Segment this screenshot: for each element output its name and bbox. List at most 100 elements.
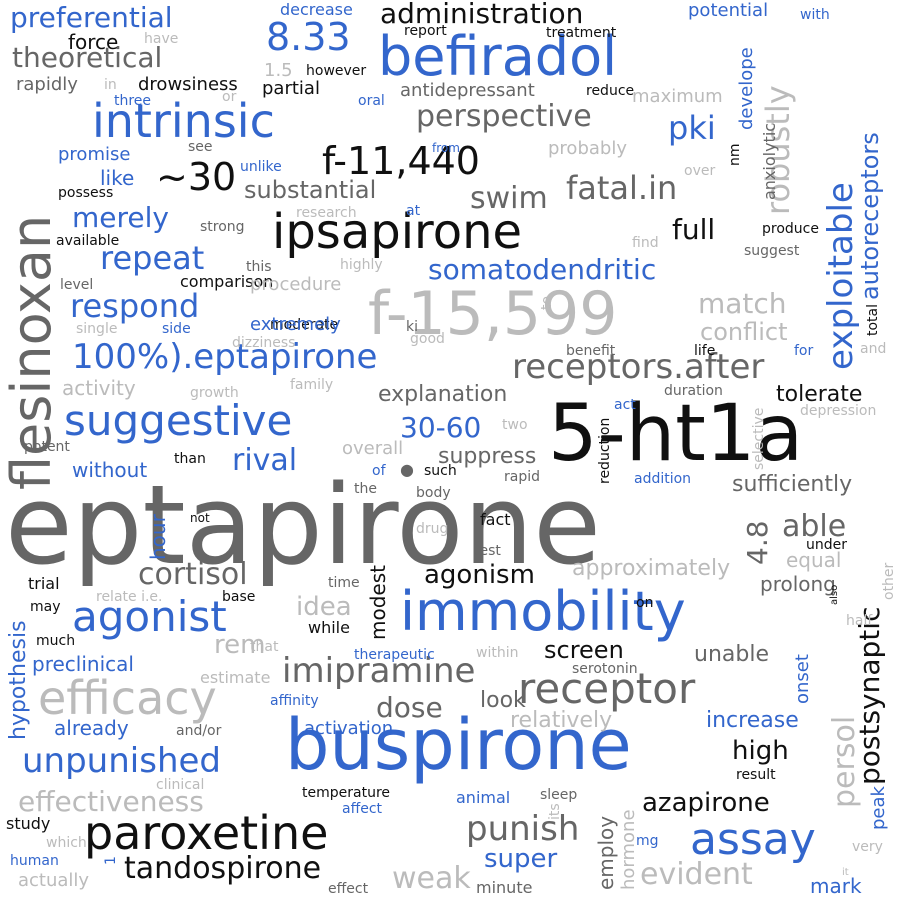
cloud-word: persol [827,715,862,808]
cloud-word: find [632,235,659,251]
cloud-word: f-11,440 [322,139,480,183]
cloud-word: drug [416,521,449,537]
cloud-word: decrease [280,0,353,19]
cloud-word: possess [58,185,114,201]
cloud-word: addition [634,471,692,487]
cloud-word: for [794,343,814,359]
cloud-word: without [72,458,148,482]
cloud-word: tolerate [776,382,863,407]
cloud-word: clinical [156,777,205,793]
cloud-word: rapidly [16,74,78,95]
cloud-word: not [190,511,210,525]
cloud-word: exploitable [821,182,861,370]
cloud-word: intrinsic [92,94,275,148]
cloud-word: suppress [438,444,537,469]
cloud-word: of [372,463,386,479]
cloud-word: look [480,688,526,713]
cloud-word: produce [762,221,819,237]
cloud-word: act [614,397,636,413]
cloud-word: which [46,835,87,851]
cloud-word: fatal.in [566,169,678,207]
cloud-word: potent [24,439,70,455]
cloud-word: much [36,633,76,649]
cloud-word: this [246,259,272,275]
cloud-word: actually [18,870,90,891]
cloud-word: super [484,844,558,874]
cloud-word: hypothesis [6,620,31,740]
cloud-word: rem [214,630,266,660]
cloud-word: half [846,613,873,629]
cloud-word: overall [342,438,404,459]
cloud-word: suggestive [64,396,293,445]
cloud-word: and [860,341,887,357]
cloud-word: ipsapirone [272,204,523,260]
cloud-word: effect [328,881,369,897]
cloud-word: selective [751,407,767,470]
cloud-word: immobility [400,580,686,643]
cloud-word: over [684,163,716,179]
cloud-word: single [76,321,118,337]
cloud-word: preferential [10,1,173,34]
cloud-word: high [732,736,789,766]
cloud-word: partial [262,78,320,99]
cloud-word: while [308,618,350,637]
cloud-word: strong [200,219,245,235]
cloud-word: and/or [176,723,222,739]
cloud-word: potential [688,0,769,21]
cloud-word: punish [466,809,580,849]
cloud-word: fact [480,510,511,529]
cloud-word: increase [706,708,799,733]
cloud-word: reduce [586,83,635,99]
cloud-word: unlike [240,159,282,175]
cloud-word: affect [342,801,383,817]
cloud-word: good [410,331,445,347]
cloud-word: sleep [540,787,578,803]
cloud-word: agonist [72,592,227,641]
cloud-word: benefit [566,343,616,359]
cloud-word: therapeutic [354,647,435,663]
cloud-word: 4.8 [741,520,774,565]
cloud-word: approximately [572,556,731,581]
cloud-word: 30-60 [400,411,482,444]
cloud-word: swim [470,181,548,216]
cloud-word: unable [694,642,769,667]
cloud-word: nm [727,143,743,166]
cloud-word: other [881,562,897,600]
cloud-word: result [736,767,776,783]
cloud-word: treatment [546,25,617,41]
cloud-word: buspirone [285,704,632,786]
cloud-word: very [852,839,883,855]
cloud-word: body [416,485,451,501]
cloud-word: also [829,584,840,605]
cloud-word: autoreceptors [856,132,884,300]
cloud-word: 5-ht1a [548,389,804,479]
cloud-word: from [432,141,460,155]
cloud-word: comparison [180,272,274,291]
cloud-word: moderate [270,317,339,333]
cloud-word: however [306,63,367,79]
cloud-word: its [547,803,563,820]
cloud-word: f-15,599 [368,279,618,349]
cloud-word: substantial [244,176,377,204]
cloud-word: able [782,509,847,544]
cloud-word: that [250,639,279,655]
cloud-word: administration [380,0,584,30]
cloud-word: human [10,853,59,869]
cloud-word: befiradol [378,25,618,88]
cloud-word: screen [544,636,624,664]
cloud-word: extremely [250,314,341,335]
cloud-word: paroxetine [84,806,329,860]
cloud-word: rival [232,443,298,478]
cloud-word: 100%).eptapirone [72,337,378,377]
cloud-word: activation [304,718,394,739]
cloud-word: agonism [424,560,535,590]
cloud-word: life [694,343,716,359]
cloud-word: the [354,481,377,497]
cloud-word: total [865,303,881,336]
cloud-word: idea [296,592,352,622]
cloud-word: oral [358,93,385,109]
cloud-word: evident [640,857,753,892]
cloud-word: see [188,139,213,155]
cloud-word: 8.33 [266,15,351,59]
